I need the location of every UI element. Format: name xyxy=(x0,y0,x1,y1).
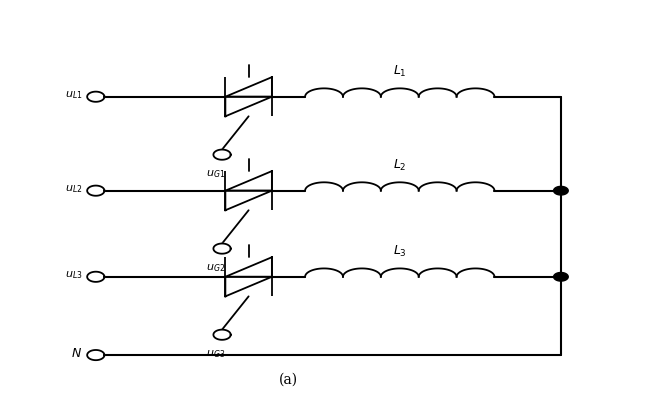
Text: $u_{G2}$: $u_{G2}$ xyxy=(206,262,225,274)
Polygon shape xyxy=(87,92,105,102)
Text: $L_2$: $L_2$ xyxy=(393,158,407,173)
Text: $u_{L3}$: $u_{L3}$ xyxy=(65,269,82,281)
Polygon shape xyxy=(553,186,568,195)
Text: $L_1$: $L_1$ xyxy=(393,64,407,79)
Text: $u_{L2}$: $u_{L2}$ xyxy=(65,183,82,195)
Text: (a): (a) xyxy=(279,372,298,386)
Polygon shape xyxy=(87,350,105,360)
Text: $N$: $N$ xyxy=(72,347,82,360)
Polygon shape xyxy=(214,330,230,340)
Polygon shape xyxy=(214,150,230,160)
Polygon shape xyxy=(87,272,105,282)
Text: $u_{G3}$: $u_{G3}$ xyxy=(206,349,225,360)
Polygon shape xyxy=(553,272,568,281)
Text: $u_{L1}$: $u_{L1}$ xyxy=(65,89,82,101)
Text: $L_3$: $L_3$ xyxy=(393,243,407,258)
Polygon shape xyxy=(214,243,230,254)
Text: $u_{G1}$: $u_{G1}$ xyxy=(206,168,225,180)
Polygon shape xyxy=(87,185,105,196)
